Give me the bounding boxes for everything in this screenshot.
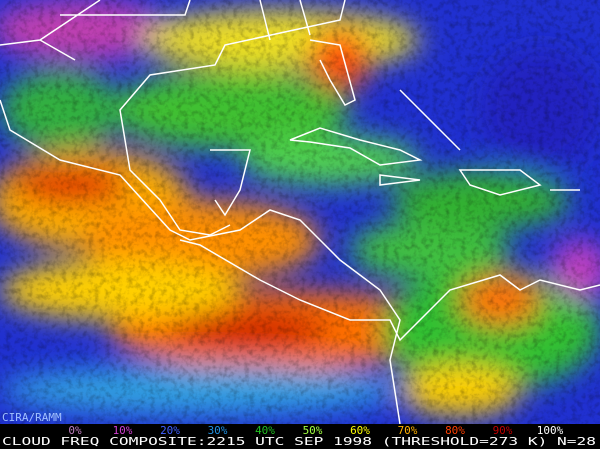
coastlines bbox=[0, 0, 600, 425]
legend-label: 100% bbox=[537, 424, 564, 437]
legend-label: 90% bbox=[493, 424, 513, 437]
legend-label: 50% bbox=[303, 424, 323, 437]
legend-label: 60% bbox=[350, 424, 370, 437]
legend-label: 40% bbox=[255, 424, 275, 437]
legend-label: 20% bbox=[160, 424, 180, 437]
legend: 0% 10% 20% 30% 40% 50% 60% 70% 80% 90% 100% bbox=[68, 424, 563, 437]
legend-label: 80% bbox=[445, 424, 465, 437]
legend-label: 0% bbox=[68, 424, 82, 437]
legend-label: 70% bbox=[398, 424, 418, 437]
legend-label: 10% bbox=[113, 424, 133, 437]
caption: CLOUD FREQ COMPOSITE:2215 UTC SEP 1998 (… bbox=[2, 435, 596, 448]
cloud-field bbox=[0, 0, 600, 424]
source-label: CIRA/RAMM bbox=[2, 411, 62, 424]
info-bar bbox=[0, 424, 600, 449]
legend-label: 30% bbox=[208, 424, 228, 437]
